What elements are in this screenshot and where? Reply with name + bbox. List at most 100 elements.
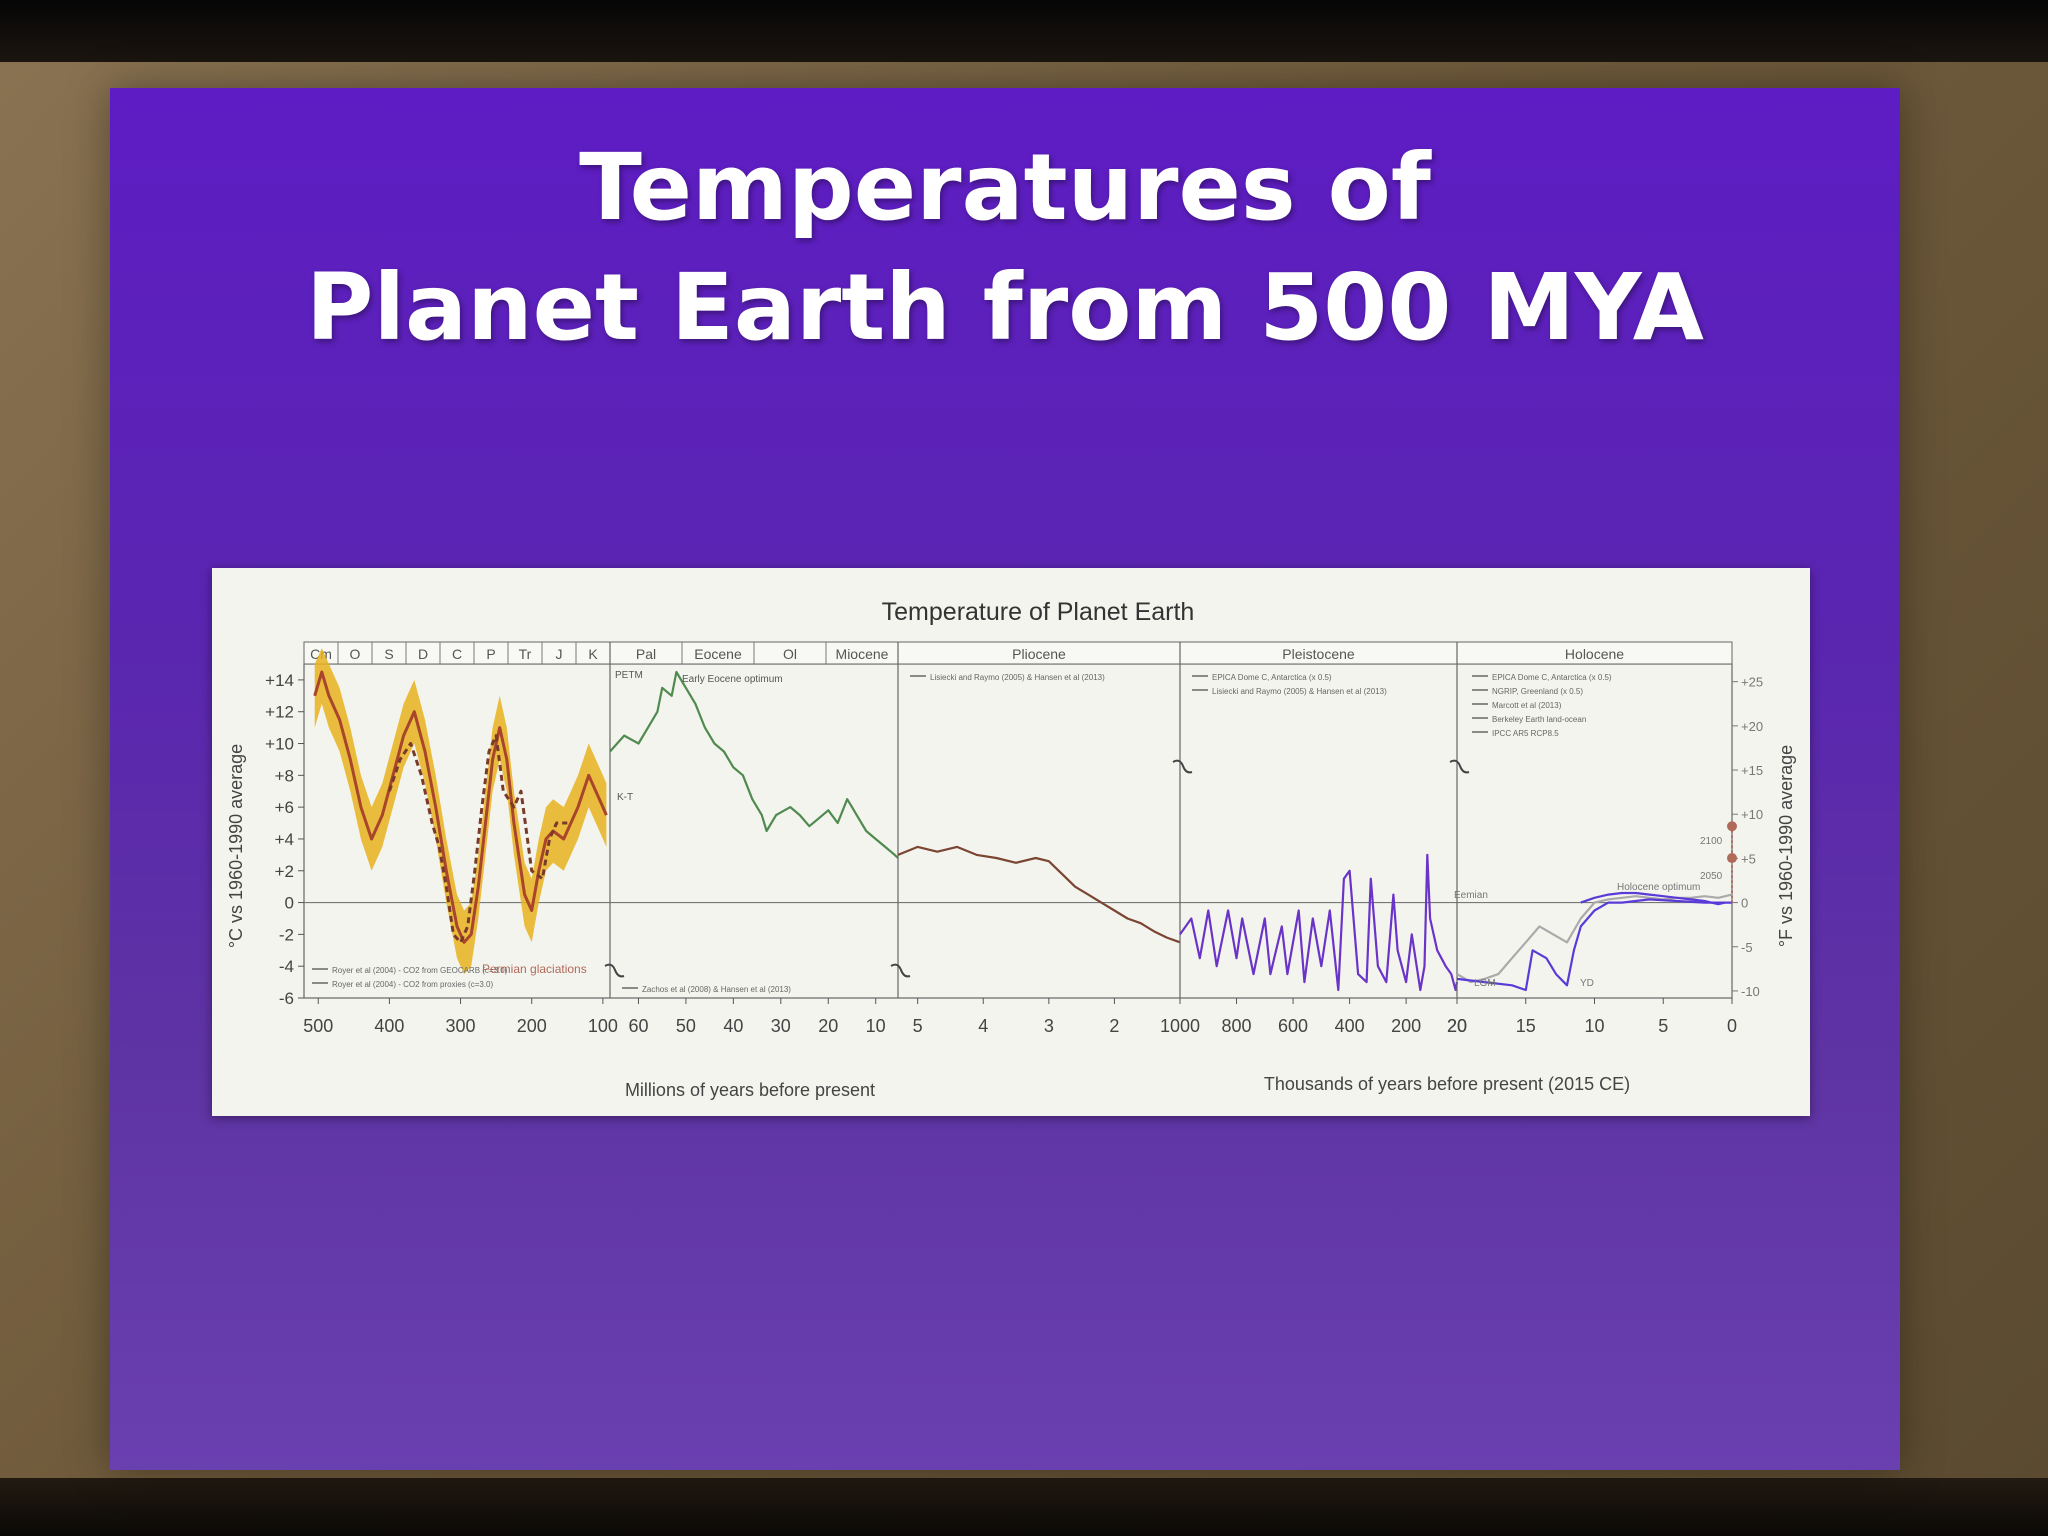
legend-entry: EPICA Dome C, Antarctica (x 0.5) [1492,673,1612,682]
legend-entry: EPICA Dome C, Antarctica (x 0.5) [1212,673,1332,682]
y-tick-label-left: -4 [279,957,294,976]
series-line [1179,853,1459,992]
annotation-label: PETM [615,670,643,681]
y-tick-label-left: -6 [279,989,294,1008]
period-label: Tr [519,646,532,662]
y-tick-label-right: -10 [1741,984,1760,999]
x-tick-label: 10 [866,1016,886,1036]
annotation-label: Permian glaciations [482,962,587,976]
legend-entry: IPCC AR5 RCP8.5 [1492,729,1559,738]
x-tick-label: 500 [303,1016,333,1036]
x-tick-label: 20 [818,1016,838,1036]
y-tick-label-left: -2 [279,925,294,944]
x-axis-left-label: Millions of years before present [625,1080,875,1100]
y-tick-label-right: +10 [1741,807,1763,822]
series-line [1580,891,1726,906]
legend-entry: Royer et al (2004) - CO2 from proxies (c… [332,980,494,989]
period-label: P [486,646,495,662]
room-floor [0,1478,2048,1536]
axis-break-mark [1172,759,1193,774]
uncertainty-band [314,648,607,975]
temperature-chart: Temperature of Planet Earth °C vs 1960-1… [226,598,1796,1100]
x-tick-label: 200 [517,1016,547,1036]
legend-entry: Lisiecki and Raymo (2005) & Hansen et al… [930,673,1105,682]
x-tick-label: 40 [723,1016,743,1036]
series-line [1456,893,1733,984]
x-tick-label: 10 [1584,1016,1604,1036]
x-tick-label: 800 [1222,1016,1252,1036]
period-label: K [588,646,598,662]
chart-title: Temperature of Planet Earth [882,598,1195,626]
y-tick-label-left: +10 [265,735,294,754]
x-tick-label: 3 [1044,1016,1054,1036]
x-tick-label: 1000 [1160,1016,1200,1036]
y-axis-left-label: °C vs 1960-1990 average [226,744,246,948]
room-ceiling [0,0,2048,62]
slide-title-line-1: Temperatures of [579,134,1431,241]
x-tick-label: 4 [978,1016,988,1036]
axis-break-mark [890,963,911,978]
slide-title: Temperatures of Planet Earth from 500 MY… [110,128,1900,368]
annotation-label: 2100 [1700,836,1723,847]
x-tick-label: 0 [1727,1016,1737,1036]
x-tick-label: 30 [771,1016,791,1036]
period-label: Ol [783,646,797,662]
legend-entry: Berkeley Earth land-ocean [1492,715,1586,724]
series-line [387,734,568,944]
y-tick-label-left: +12 [265,703,294,722]
series-line [313,670,608,944]
annotation-label: Early Eocene optimum [682,674,783,685]
x-tick-label: 100 [588,1016,618,1036]
period-label: Eocene [694,646,742,662]
x-tick-label: 20 [1447,1016,1467,1036]
y-tick-label-right: +20 [1741,719,1763,734]
y-tick-label-left: +2 [275,862,294,881]
legend-entry: Royer et al (2004) - CO2 from GEOCARB (c… [332,966,508,975]
period-label: Miocene [836,646,889,662]
axis-break-mark [1449,759,1470,774]
period-label: Pal [636,646,656,662]
series-line [1456,898,1732,992]
x-tick-label: 200 [1391,1016,1421,1036]
period-label: S [384,646,393,662]
annotation-label: Eemian [1454,890,1488,901]
plot-layer: +14+12+10+8+6+4+20-2-4-6+25+20+15+10+50-… [265,641,1763,1036]
legend-entry: Zachos et al (2008) & Hansen et al (2013… [642,985,791,994]
annotation-label: 2050 [1700,871,1723,882]
series-line [609,670,899,859]
period-header [303,641,1733,665]
y-tick-label-right: -5 [1741,940,1753,955]
x-tick-label: 60 [628,1016,648,1036]
chart-panel: Temperature of Planet Earth °C vs 1960-1… [212,568,1810,1116]
y-tick-label-left: 0 [285,894,294,913]
period-label: D [418,646,428,662]
period-label: Pliocene [1012,646,1066,662]
y-tick-label-right: +15 [1741,763,1763,778]
projection-point [1727,853,1737,864]
period-label: Pleistocene [1282,646,1355,662]
x-tick-label: 15 [1516,1016,1536,1036]
annotation-label: K-T [617,792,633,803]
period-label: Holocene [1565,646,1624,662]
series-line [897,845,1181,944]
legend-entry: Lisiecki and Raymo (2005) & Hansen et al… [1212,687,1387,696]
annotation-label: LGM [1474,978,1496,989]
axis-break-mark [604,963,625,978]
y-tick-label-right: +5 [1741,851,1756,866]
annotation-label: Holocene optimum [1617,882,1700,893]
annotation-label: YD [1580,978,1594,989]
x-axis-right-label: Thousands of years before present (2015 … [1264,1074,1630,1094]
projection-point [1727,821,1737,832]
x-tick-label: 5 [913,1016,923,1036]
x-tick-label: 300 [446,1016,476,1036]
x-tick-label: 20 [1447,1016,1467,1036]
x-tick-label: 50 [676,1016,696,1036]
y-tick-label-right: +25 [1741,675,1763,690]
x-tick-label: 400 [374,1016,404,1036]
period-label: O [350,646,361,662]
y-tick-label-left: +14 [265,671,294,690]
period-label: J [556,646,563,662]
y-tick-label-left: +6 [275,798,294,817]
period-label: C [452,646,462,662]
x-tick-label: 5 [1658,1016,1668,1036]
